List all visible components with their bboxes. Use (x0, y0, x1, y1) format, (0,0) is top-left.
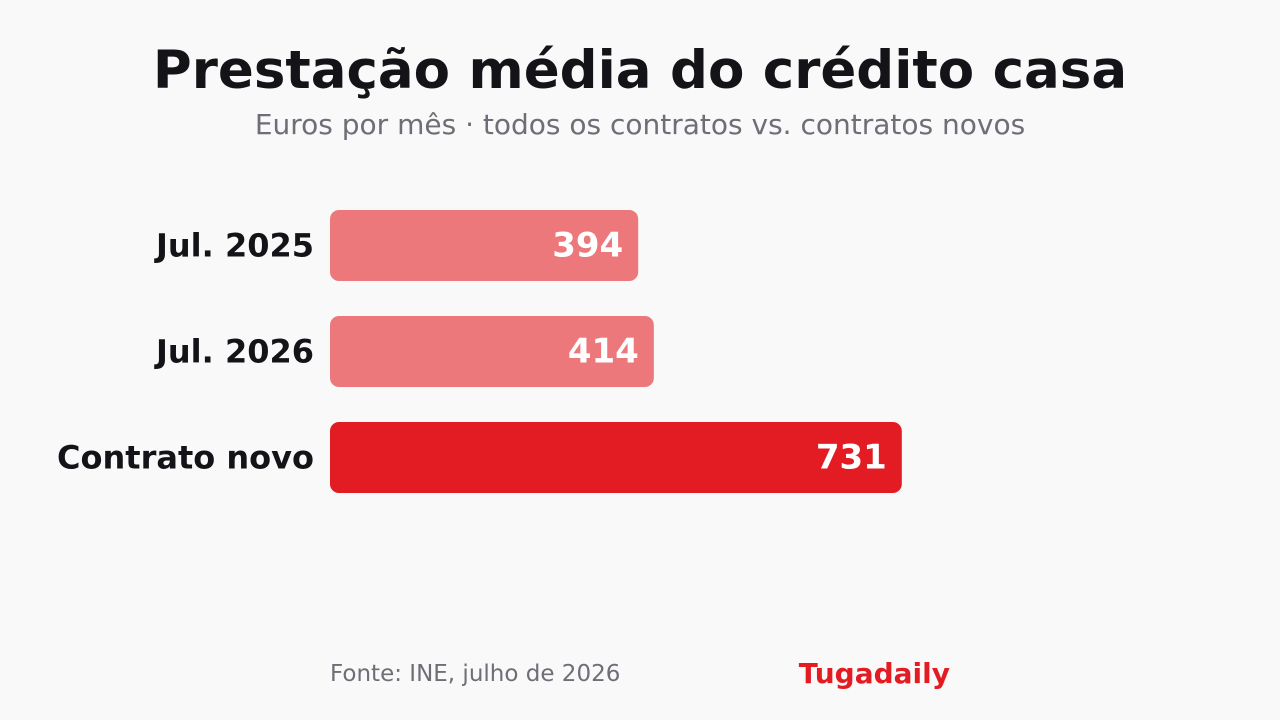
chart-subtitle: Euros por mês · todos os contratos vs. c… (254, 108, 1026, 141)
bar-group: Jul. 2026 414 (154, 316, 654, 387)
source-note: Fonte: INE, julho de 2026 (330, 661, 621, 687)
bar (330, 316, 654, 387)
value-label: 414 (568, 332, 639, 372)
chart-title: Prestação média do crédito casa (152, 40, 1128, 101)
bar (330, 422, 902, 493)
category-label: Contrato novo (57, 439, 314, 477)
value-label: 394 (552, 226, 623, 266)
value-label: 731 (816, 438, 887, 478)
bar (330, 210, 639, 281)
category-label: Jul. 2025 (154, 227, 314, 265)
brand-logo: Tugadaily (798, 657, 950, 690)
category-label: Jul. 2026 (154, 333, 314, 371)
bar-group: Contrato novo 731 (57, 422, 902, 493)
bar-group: Jul. 2025 394 (154, 210, 639, 281)
